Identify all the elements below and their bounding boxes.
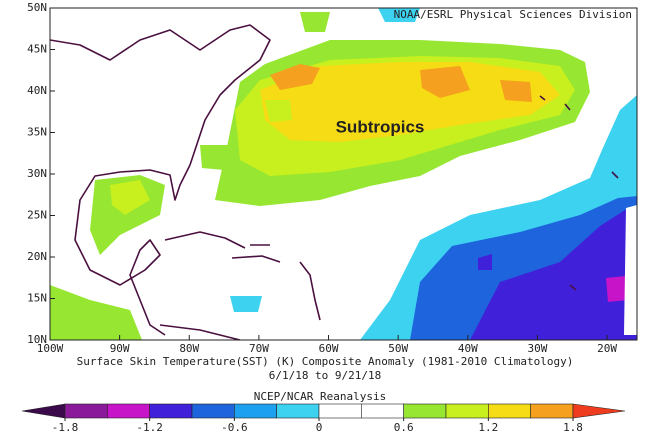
colorbar-tick-label: -1.2	[136, 421, 163, 434]
colorbar-bin	[530, 403, 574, 419]
colorbar-extend	[572, 403, 626, 419]
x-tick-label: 40W	[458, 342, 478, 355]
caption-line: Surface Skin Temperature(SST) (K) Compos…	[77, 355, 574, 368]
x-tick-label: 90W	[110, 342, 130, 355]
x-tick-label: 80W	[179, 342, 199, 355]
x-tick-label: 100W	[37, 342, 64, 355]
colorbar-tick-label: 0	[316, 421, 323, 434]
x-tick-label: 30W	[527, 342, 547, 355]
y-tick-label: 10N	[27, 333, 47, 346]
y-tick-label: 20N	[27, 250, 47, 263]
colorbar-tick-label: -1.8	[52, 421, 79, 434]
x-tick-label: 60W	[319, 342, 339, 355]
colorbar-tick-label: 1.2	[478, 421, 498, 434]
y-tick-label: 25N	[27, 209, 47, 222]
colorbar-bin	[318, 403, 362, 419]
x-tick-label: 70W	[249, 342, 269, 355]
annotation: Subtropics	[336, 117, 425, 136]
y-tick-label: 30N	[27, 167, 47, 180]
colorbar-bin	[403, 403, 447, 419]
x-tick-label: 20W	[597, 342, 617, 355]
colorbar-tick-label: -0.6	[221, 421, 248, 434]
caption-line: 6/1/18 to 9/21/18	[269, 369, 382, 382]
colorbar-bin	[107, 403, 150, 419]
colorbar-bin	[445, 403, 489, 419]
y-tick-label: 45N	[27, 43, 47, 56]
colorbar-bin	[191, 403, 235, 419]
sst-field	[50, 8, 637, 340]
y-tick-label: 50N	[27, 1, 47, 14]
y-tick-label: 40N	[27, 84, 47, 97]
colorbar-bin	[149, 403, 193, 419]
credit: NOAA/ESRL Physical Sciences Division	[394, 8, 632, 21]
y-tick-label: 35N	[27, 126, 47, 139]
colorbar-bin	[234, 403, 277, 419]
colorbar-tick-label: 0.6	[394, 421, 414, 434]
colorbar-bin	[276, 403, 320, 419]
colorbar-bin	[361, 403, 404, 419]
x-tick-label: 50W	[388, 342, 408, 355]
colorbar-tick-label: 1.8	[563, 421, 583, 434]
colorbar-bin	[64, 403, 108, 419]
colorbar-bin	[488, 403, 531, 419]
y-tick-label: 15N	[27, 292, 47, 305]
colorbar-title: NCEP/NCAR Reanalysis	[254, 390, 386, 403]
colorbar-extend	[21, 403, 66, 419]
